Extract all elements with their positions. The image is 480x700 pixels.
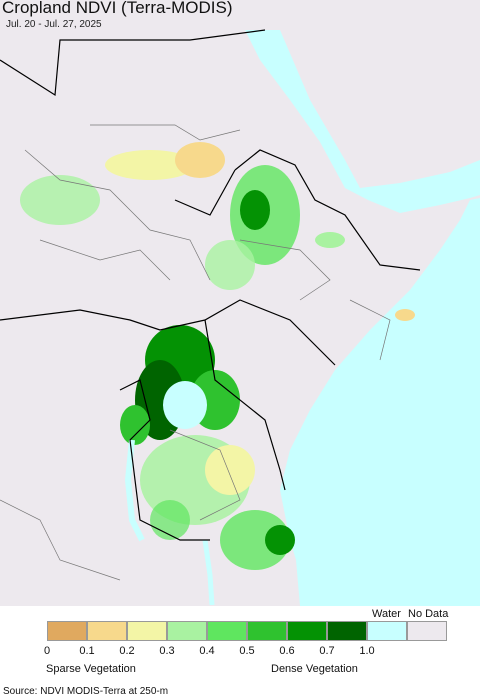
source: Source: NDVI MODIS-Terra at 250-m — [3, 686, 169, 697]
legend-no-data: No Data — [408, 608, 449, 620]
lake-tanganyika — [124, 439, 145, 542]
legend-tick: 0.6 — [279, 645, 295, 657]
legend-tick: 0.2 — [119, 645, 135, 657]
indian-ocean — [280, 198, 480, 606]
legend-swatch — [287, 621, 327, 641]
legend-swatch — [87, 621, 127, 641]
legend-tick: 0.5 — [239, 645, 255, 657]
legend-water: Water — [372, 608, 401, 620]
legend-swatch — [407, 621, 447, 641]
legend-swatch — [207, 621, 247, 641]
legend-swatch — [127, 621, 167, 641]
legend-tick: 0.1 — [79, 645, 95, 657]
legend-tick: 0.4 — [199, 645, 215, 657]
legend-tick: 1.0 — [359, 645, 375, 657]
legend-swatch — [327, 621, 367, 641]
subtitle: Jul. 20 - Jul. 27, 2025 — [6, 19, 102, 30]
red-sea — [245, 30, 480, 213]
borders — [0, 29, 421, 541]
legend-swatch — [47, 621, 87, 641]
vegetation — [20, 142, 415, 570]
legend-tick: 0.7 — [319, 645, 335, 657]
lake-victoria — [163, 381, 207, 429]
legend-swatch — [167, 621, 207, 641]
legend-dense: Dense Vegetation — [271, 663, 358, 675]
legend-tick: 0 — [43, 645, 51, 657]
admin-lines — [0, 124, 391, 581]
legend-tick: 0.3 — [159, 645, 175, 657]
legend-swatch — [367, 621, 407, 641]
lake-malawi — [202, 539, 215, 606]
map — [0, 0, 480, 606]
title: Cropland NDVI (Terra-MODIS) — [2, 0, 233, 17]
legend-sparse: Sparse Vegetation — [46, 663, 136, 675]
legend-swatch — [247, 621, 287, 641]
